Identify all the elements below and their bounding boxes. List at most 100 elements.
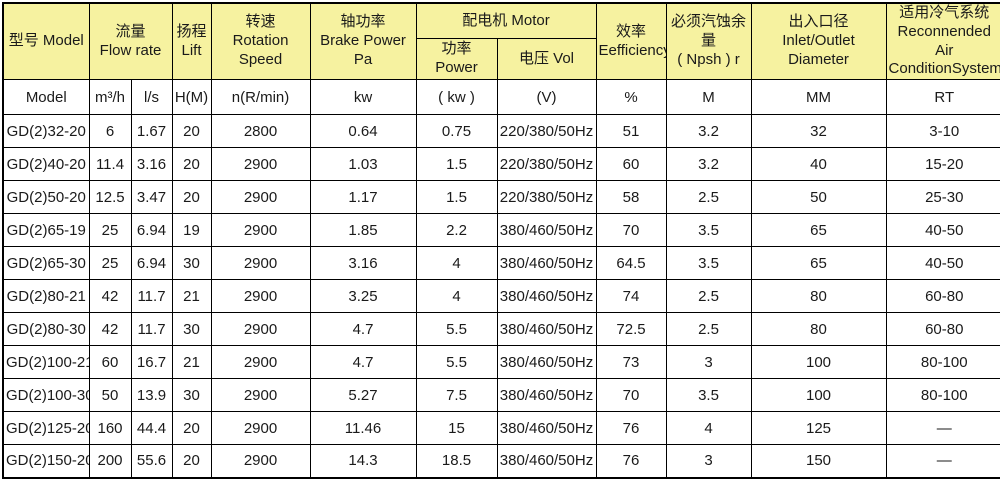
cell-efficiency: 73 [595,345,667,379]
cell-flow-m3h: 25 [88,246,132,280]
cell-npsh: 3.2 [665,114,752,148]
unit-diameter: MM [750,79,887,115]
cell-lift: 20 [171,444,212,478]
table-row: GD(2)40-20 11.4 3.16 20 2900 1.03 1.5 22… [2,147,1000,181]
cell-speed: 2800 [210,114,311,148]
table-row: GD(2)32-20 6 1.67 20 2800 0.64 0.75 220/… [2,114,1000,148]
cell-model: GD(2)65-19 [2,213,90,247]
cell-diameter: 50 [750,180,887,214]
cell-flow-m3h: 50 [88,378,132,412]
cell-lift: 30 [171,378,212,412]
cell-efficiency: 70 [595,213,667,247]
table-row: GD(2)100-21 60 16.7 21 2900 4.7 5.5 380/… [2,345,1000,379]
cell-model: GD(2)100-30 [2,378,90,412]
cell-model: GD(2)125-20 [2,411,90,445]
cell-npsh: 2.5 [665,312,752,346]
cell-speed: 2900 [210,180,311,214]
cell-voltage: 380/460/50Hz [496,411,597,445]
cell-flow-m3h: 12.5 [88,180,132,214]
cell-air-system: 25-30 [885,180,1000,214]
col-header-motor-voltage: 电压 Vol [496,37,597,81]
cell-brake-power: 4.7 [309,345,417,379]
cell-voltage: 380/460/50Hz [496,279,597,313]
cell-efficiency: 64.5 [595,246,667,280]
cell-flow-ls: 1.67 [130,114,173,148]
cell-motor-power: 18.5 [415,444,498,478]
unit-flow-ls: l/s [130,79,173,115]
cell-speed: 2900 [210,378,311,412]
cell-lift: 19 [171,213,212,247]
cell-motor-power: 2.2 [415,213,498,247]
col-header-rotation-speed: 转速 Rotation Speed [210,2,311,80]
cell-speed: 2900 [210,411,311,445]
cell-motor-power: 1.5 [415,180,498,214]
cell-lift: 30 [171,312,212,346]
col-header-motor-power: 功率 Power [415,37,498,81]
cell-npsh: 2.5 [665,279,752,313]
cell-brake-power: 4.7 [309,312,417,346]
cell-speed: 2900 [210,147,311,181]
cell-brake-power: 3.16 [309,246,417,280]
cell-motor-power: 7.5 [415,378,498,412]
unit-flow-m3h: m³/h [88,79,132,115]
unit-motor-power: ( kw ) [415,79,498,115]
cell-motor-power: 0.75 [415,114,498,148]
cell-flow-m3h: 160 [88,411,132,445]
cell-diameter: 32 [750,114,887,148]
cell-efficiency: 76 [595,444,667,478]
cell-npsh: 2.5 [665,180,752,214]
table-row: GD(2)125-20 160 44.4 20 2900 11.46 15 38… [2,411,1000,445]
unit-npsh: M [665,79,752,115]
cell-efficiency: 72.5 [595,312,667,346]
cell-motor-power: 15 [415,411,498,445]
cell-efficiency: 70 [595,378,667,412]
cell-flow-m3h: 25 [88,213,132,247]
cell-brake-power: 14.3 [309,444,417,478]
unit-lift: H(M) [171,79,212,115]
cell-speed: 2900 [210,312,311,346]
cell-speed: 2900 [210,213,311,247]
col-header-inlet-outlet: 出入口径 Inlet/Outlet Diameter [750,2,887,80]
cell-voltage: 380/460/50Hz [496,246,597,280]
cell-voltage: 380/460/50Hz [496,444,597,478]
cell-diameter: 100 [750,345,887,379]
cell-motor-power: 5.5 [415,312,498,346]
cell-model: GD(2)40-20 [2,147,90,181]
cell-brake-power: 1.85 [309,213,417,247]
cell-lift: 30 [171,246,212,280]
col-header-air-condition: 适用冷气系统 Reconnended Air ConditionSystem [885,2,1000,80]
col-header-motor: 配电机 Motor [415,2,597,39]
unit-air-system: RT [885,79,1000,115]
unit-efficiency: % [595,79,667,115]
cell-lift: 21 [171,345,212,379]
cell-motor-power: 1.5 [415,147,498,181]
cell-flow-ls: 3.16 [130,147,173,181]
cell-model: GD(2)50-20 [2,180,90,214]
cell-motor-power: 5.5 [415,345,498,379]
cell-lift: 20 [171,147,212,181]
cell-model: GD(2)65-30 [2,246,90,280]
unit-voltage: (V) [496,79,597,115]
cell-air-system: 40-50 [885,246,1000,280]
cell-speed: 2900 [210,279,311,313]
col-header-brake-power: 轴功率 Brake Power Pa [309,2,417,80]
cell-air-system: 80-100 [885,378,1000,412]
header-row-top: 型号 Model 流量 Flow rate 扬程 Lift 转速 Rotatio… [2,2,1000,80]
cell-flow-ls: 44.4 [130,411,173,445]
col-header-flow-rate: 流量 Flow rate [88,2,173,80]
cell-model: GD(2)100-21 [2,345,90,379]
cell-brake-power: 11.46 [309,411,417,445]
col-header-lift: 扬程 Lift [171,2,212,80]
cell-diameter: 150 [750,444,887,478]
cell-model: GD(2)80-21 [2,279,90,313]
cell-lift: 20 [171,180,212,214]
cell-diameter: 40 [750,147,887,181]
cell-model: GD(2)32-20 [2,114,90,148]
cell-brake-power: 3.25 [309,279,417,313]
cell-npsh: 3.2 [665,147,752,181]
unit-brake-power: kw [309,79,417,115]
table-row: GD(2)80-30 42 11.7 30 2900 4.7 5.5 380/4… [2,312,1000,346]
table-row: GD(2)65-30 25 6.94 30 2900 3.16 4 380/46… [2,246,1000,280]
unit-model: Model [2,79,90,115]
